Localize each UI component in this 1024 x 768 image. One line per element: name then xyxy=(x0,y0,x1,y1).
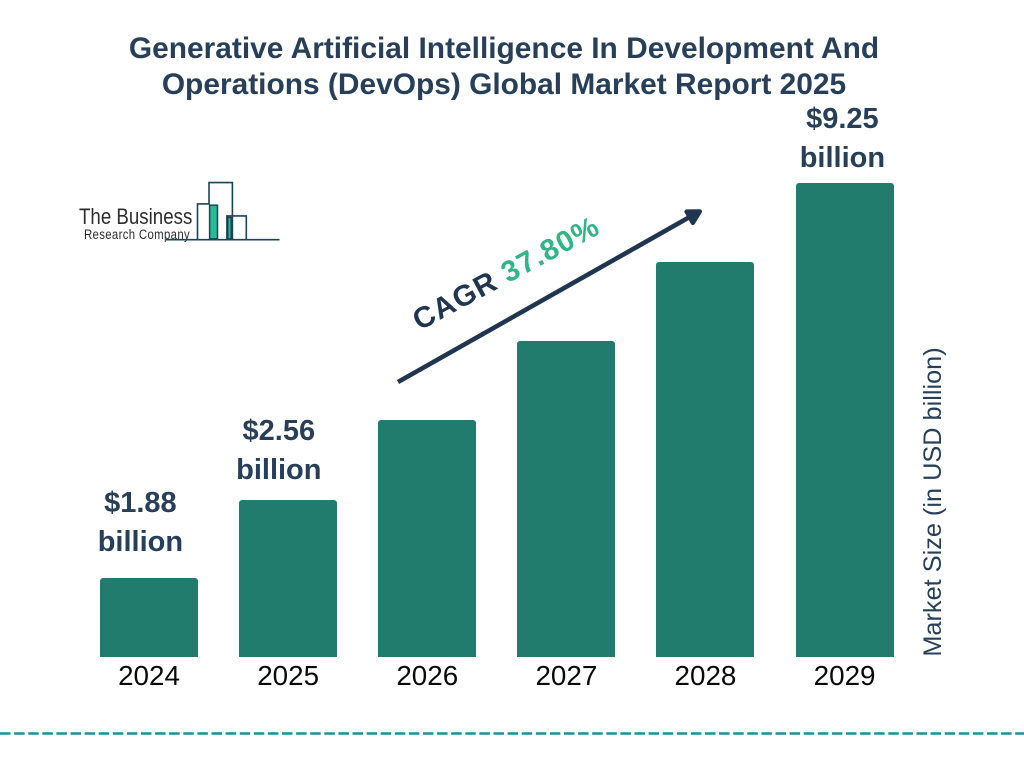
bar-2028 xyxy=(656,262,755,657)
bar-2025 xyxy=(239,500,338,657)
cagr-arrow-head xyxy=(684,209,702,226)
bar-2029 xyxy=(795,183,894,657)
x-axis-label-2025: 2025 xyxy=(257,660,320,692)
x-axis-label-2027: 2027 xyxy=(535,660,598,692)
logo-skyline-icon xyxy=(166,181,280,241)
x-axis-label-2024: 2024 xyxy=(118,660,180,692)
bar-2027 xyxy=(517,341,616,657)
bar-value-label-2029: $9.25 billion xyxy=(799,103,886,175)
bar-value-label-2025: $2.56 billion xyxy=(236,415,322,487)
chart-title-line2: Operations (DevOps) Global Market Report… xyxy=(161,68,847,101)
x-axis-label-2026: 2026 xyxy=(396,660,459,692)
chart-title-line1: Generative Artificial Intelligence In De… xyxy=(128,32,880,65)
chart-title: Generative Artificial Intelligence In De… xyxy=(0,31,1008,103)
cagr-arrow-line xyxy=(396,215,691,385)
bar-2024 xyxy=(100,578,198,657)
x-axis-label-2028: 2028 xyxy=(674,660,737,692)
logo-skyline-outline xyxy=(166,181,280,241)
x-axis-label-2029: 2029 xyxy=(813,660,876,692)
bar-2026 xyxy=(378,420,477,657)
logo-brand-name: The Business xyxy=(79,203,193,229)
logo-brand-subname: Research Company xyxy=(84,226,191,242)
bar-value-label-2024: $1.88 billion xyxy=(97,486,184,558)
